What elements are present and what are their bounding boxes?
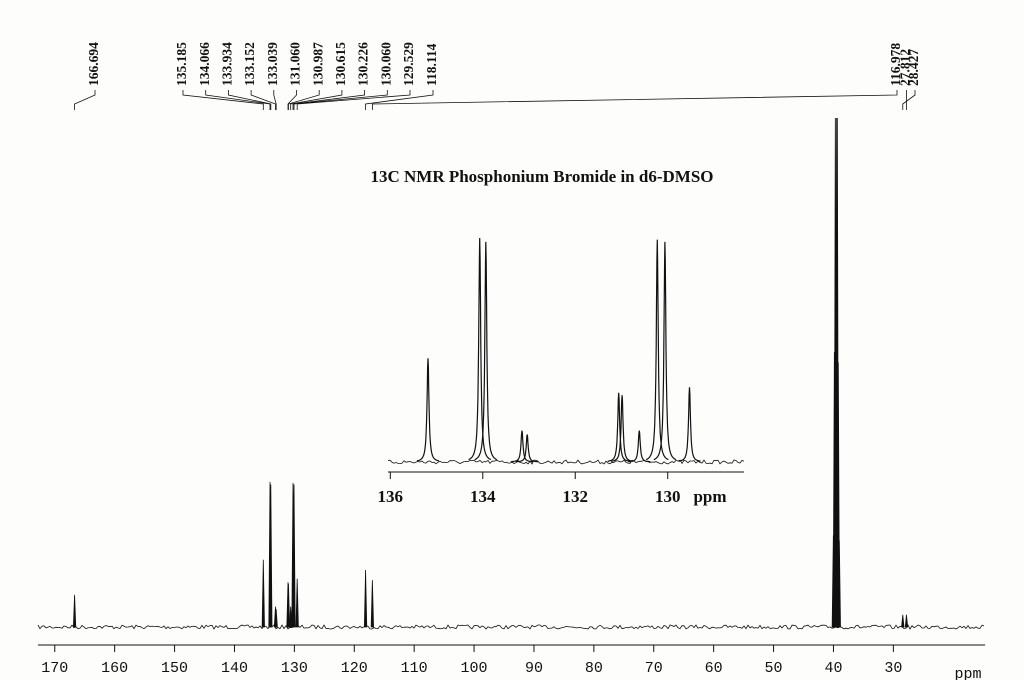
inset-peak bbox=[607, 392, 630, 462]
x-tick-label: 40 bbox=[824, 660, 842, 677]
solvent-peak bbox=[837, 540, 841, 628]
x-tick-label: 140 bbox=[221, 660, 248, 677]
peak-label: 133.152 bbox=[242, 42, 257, 86]
peak-label-connector bbox=[371, 90, 898, 110]
peak bbox=[289, 606, 293, 628]
peak-label: 27.812 bbox=[898, 49, 913, 86]
peak-label-connector bbox=[205, 90, 271, 110]
peak bbox=[904, 614, 909, 628]
x-tick-label: 170 bbox=[41, 660, 68, 677]
peak-label-connector bbox=[182, 90, 264, 110]
x-tick-label: 160 bbox=[101, 660, 128, 677]
peak-label-connector bbox=[273, 90, 277, 110]
chart-title: 13C NMR Phosphonium Bromide in d6-DMSO bbox=[370, 167, 713, 186]
inset-peak bbox=[416, 358, 440, 462]
x-tick-label: 50 bbox=[765, 660, 783, 677]
peak bbox=[295, 578, 299, 628]
x-tick-label: 110 bbox=[401, 660, 428, 677]
peak-label: 135.185 bbox=[174, 42, 189, 86]
baseline-noise bbox=[37, 624, 985, 630]
peak-label-connector bbox=[902, 90, 916, 110]
x-tick-label: 90 bbox=[525, 660, 543, 677]
inset-x-tick-label: 136 bbox=[378, 487, 404, 506]
peak-label: 28.427 bbox=[906, 49, 921, 86]
peak-label-connector bbox=[292, 90, 366, 110]
peak-label-connector bbox=[290, 90, 343, 110]
peak-label: 130.615 bbox=[333, 42, 348, 86]
peak-label: 118.114 bbox=[424, 43, 439, 86]
x-tick-label: 120 bbox=[341, 660, 368, 677]
inset-peak bbox=[510, 430, 534, 463]
x-tick-label: 80 bbox=[585, 660, 603, 677]
peak-label-connector bbox=[74, 90, 96, 110]
peak bbox=[901, 614, 905, 628]
inset-peak bbox=[653, 241, 677, 461]
inset-x-tick-label: 132 bbox=[562, 487, 588, 506]
inset-peak bbox=[610, 395, 634, 462]
inset-peak bbox=[468, 237, 492, 461]
peak-label-connector bbox=[288, 90, 320, 110]
x-tick-label: 70 bbox=[645, 660, 663, 677]
inset-x-tick-label: 130 bbox=[655, 487, 681, 506]
peak-label-connector bbox=[293, 90, 388, 110]
x-tick-label: 60 bbox=[705, 660, 723, 677]
peak-label: 130.987 bbox=[310, 42, 325, 86]
inset-peak bbox=[645, 239, 669, 461]
x-axis-label: ppm bbox=[954, 666, 981, 680]
inset-x-tick-label: 134 bbox=[470, 487, 496, 506]
peak-label-connector bbox=[287, 90, 297, 110]
peak-label: 134.066 bbox=[197, 42, 212, 86]
x-tick-label: 130 bbox=[281, 660, 308, 677]
peak-label: 130.060 bbox=[378, 42, 393, 86]
x-tick-label: 100 bbox=[461, 660, 488, 677]
peak bbox=[72, 594, 77, 628]
peak bbox=[269, 484, 273, 628]
x-tick-label: 150 bbox=[161, 660, 188, 677]
peak-label-connector bbox=[365, 90, 434, 110]
inset-peak bbox=[678, 387, 701, 462]
peak-label-connector bbox=[227, 90, 272, 110]
peak bbox=[261, 559, 265, 628]
inset-x-axis-label: ppm bbox=[693, 487, 726, 506]
peak-label-connector bbox=[296, 90, 411, 110]
inset-peak bbox=[474, 241, 498, 461]
peak-label: 131.060 bbox=[288, 42, 303, 86]
peak bbox=[292, 484, 296, 628]
peak-label: 166.694 bbox=[86, 42, 101, 86]
peak-label: 116.978 bbox=[888, 43, 903, 86]
peak-label: 133.934 bbox=[219, 42, 234, 86]
peak bbox=[370, 580, 374, 628]
peak-label: 130.226 bbox=[356, 42, 371, 86]
inset-peak bbox=[628, 430, 651, 463]
peak bbox=[274, 609, 278, 628]
inset-peak bbox=[516, 434, 539, 463]
peak bbox=[286, 583, 291, 628]
inset-baseline-noise bbox=[387, 459, 745, 465]
peak-label-connector bbox=[250, 90, 276, 110]
peak-label: 129.529 bbox=[401, 42, 416, 86]
peak-label: 133.039 bbox=[265, 42, 280, 86]
x-tick-label: 30 bbox=[884, 660, 902, 677]
peak bbox=[363, 569, 368, 628]
